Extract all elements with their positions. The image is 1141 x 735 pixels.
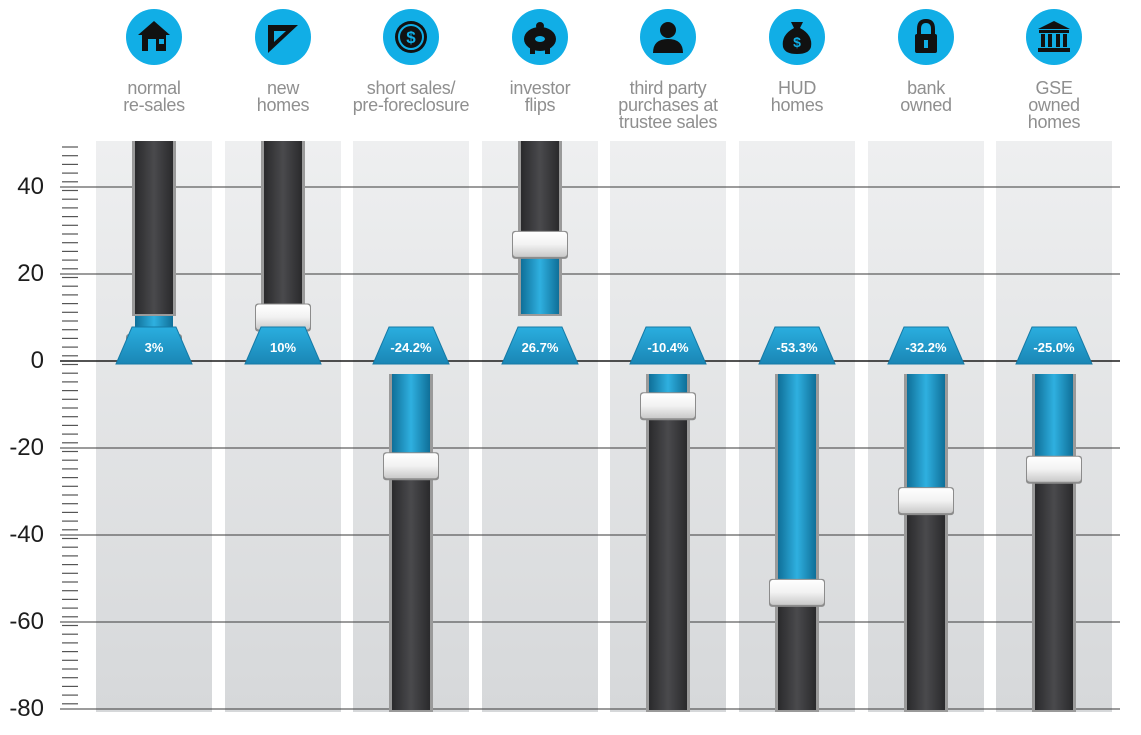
- category-label: normal re-sales: [79, 78, 229, 115]
- category-label: short sales/pre-foreclosure: [336, 78, 486, 115]
- value-badge: 3%: [115, 326, 193, 365]
- value-label: -10.4%: [647, 340, 689, 355]
- piggy-bank-icon: [512, 9, 568, 65]
- value-badge: -24.2%: [372, 326, 450, 365]
- category-label: investor flips: [465, 78, 615, 115]
- value-label: -25.0%: [1033, 340, 1075, 355]
- category-label-line: flips: [524, 95, 556, 115]
- bar-track: [135, 141, 173, 314]
- bar-track: [264, 141, 302, 314]
- dollar-coin-icon: $: [383, 9, 439, 65]
- category-label-line: re-sales: [123, 95, 185, 115]
- category-label: bank owned: [851, 78, 1001, 115]
- value-badge-shape: [758, 326, 836, 365]
- set-square-icon: [255, 9, 311, 65]
- bar-fill: [1035, 374, 1073, 468]
- value-label: -32.2%: [905, 340, 947, 355]
- value-badge: 26.7%: [501, 326, 579, 365]
- bar-knob: [770, 579, 824, 605]
- category-label-line: investor: [509, 78, 571, 98]
- category-label-line: purchases at: [618, 95, 718, 115]
- category-label-line: homes: [770, 95, 824, 115]
- value-badge: -53.3%: [758, 326, 836, 365]
- y-tick-label: 40: [17, 173, 44, 200]
- bar-knob: [513, 231, 567, 257]
- category-label-line: short sales/: [366, 78, 456, 98]
- category-label-line: owned: [1028, 95, 1080, 115]
- y-tick-label: 0: [30, 347, 44, 374]
- value-badge-shape: [629, 326, 707, 365]
- svg-text:$: $: [406, 28, 416, 47]
- value-label: -24.2%: [390, 340, 432, 355]
- value-badge-shape: [115, 326, 193, 365]
- value-badge-shape: [1015, 326, 1093, 365]
- category-label-line: new: [266, 78, 300, 98]
- value-badge-shape: [244, 326, 322, 365]
- bar-track: [649, 374, 687, 710]
- person-icon: [640, 9, 696, 65]
- category-label-line: trustee sales: [618, 112, 718, 132]
- category-label: GSE owned homes: [979, 78, 1129, 132]
- svg-text:$: $: [793, 34, 801, 50]
- category-label-line: third party: [629, 78, 707, 98]
- bank-building-icon: [1026, 9, 1082, 65]
- y-tick-label: -20: [9, 434, 44, 461]
- y-tick-label: -40: [9, 521, 44, 548]
- value-badge-shape: [372, 326, 450, 365]
- bar-knob: [641, 393, 695, 419]
- category-label-line: homes: [256, 95, 310, 115]
- value-label: 26.7%: [522, 340, 559, 355]
- bar-knob: [1027, 456, 1081, 482]
- category-label: new homes: [208, 78, 358, 115]
- padlock-icon: [898, 9, 954, 65]
- value-label: -53.3%: [776, 340, 818, 355]
- house-icon: [126, 9, 182, 65]
- bar-knob: [256, 304, 310, 330]
- y-tick-label: -80: [9, 695, 44, 722]
- money-bag-icon: $: [769, 9, 825, 65]
- y-tick-label: 20: [17, 260, 44, 287]
- value-badge: 10%: [244, 326, 322, 365]
- category-label-line: pre-foreclosure: [352, 95, 470, 115]
- value-badge: -32.2%: [887, 326, 965, 365]
- category-label-line: HUD: [777, 78, 817, 98]
- value-badge: -10.4%: [629, 326, 707, 365]
- value-label: 10%: [270, 340, 296, 355]
- bar-knob: [384, 453, 438, 479]
- bar-fill: [392, 374, 430, 465]
- value-badge-shape: [501, 326, 579, 365]
- category-label-line: owned: [900, 95, 952, 115]
- value-badge-shape: [887, 326, 965, 365]
- category-label-line: normal: [127, 78, 181, 98]
- value-label: 3%: [145, 340, 164, 355]
- bar-fill: [907, 374, 945, 500]
- category-label: third party purchases at trustee sales: [593, 78, 743, 132]
- category-label-line: bank: [907, 78, 945, 98]
- category-label-line: homes: [1027, 112, 1081, 132]
- category-label: HUD homes: [722, 78, 872, 115]
- bar-knob: [899, 488, 953, 514]
- value-badge: -25.0%: [1015, 326, 1093, 365]
- bar-fill: [778, 374, 816, 591]
- y-tick-label: -60: [9, 608, 44, 635]
- category-label-line: GSE: [1035, 78, 1073, 98]
